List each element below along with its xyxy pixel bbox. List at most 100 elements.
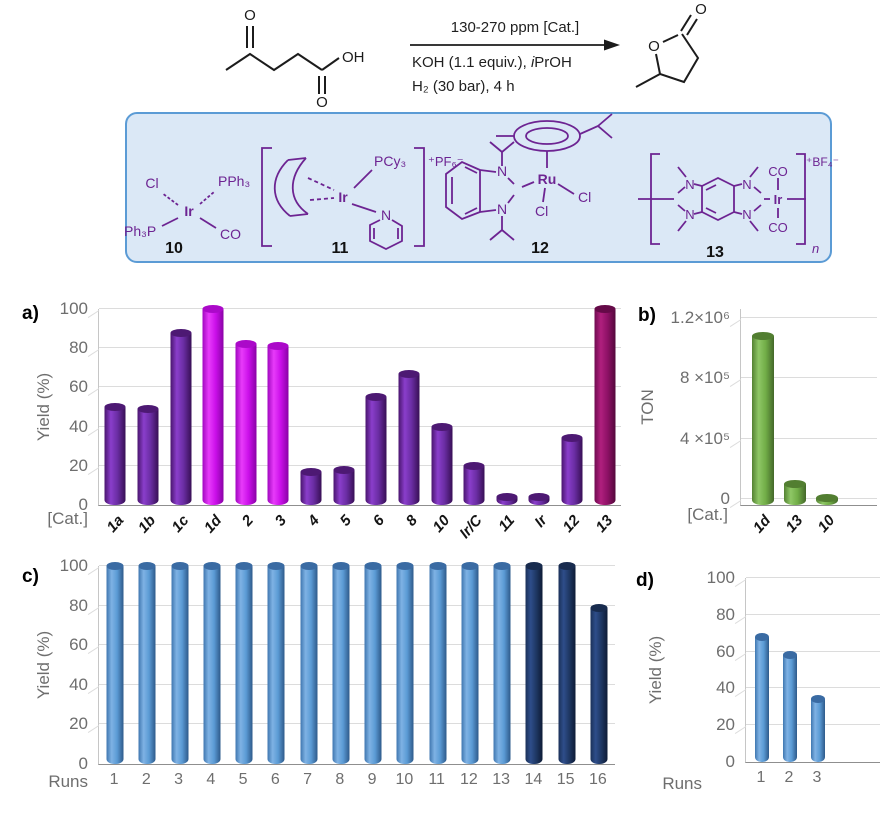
bar <box>461 562 479 764</box>
bar <box>333 466 355 505</box>
x-tick-label: 9 <box>367 771 377 788</box>
bars-group <box>99 305 621 505</box>
bar-slot <box>523 309 556 505</box>
panel-label: b) <box>638 305 656 326</box>
catalyst-12-structure: Ru Cl Cl N N <box>445 113 613 241</box>
x-tick-slot: 1d <box>746 505 778 565</box>
y-tick-label: 100 <box>59 556 88 575</box>
bar <box>138 562 156 764</box>
bars-group <box>747 309 843 505</box>
bar-cap <box>558 562 576 570</box>
bar-slot <box>486 562 518 764</box>
bar-slot <box>747 309 779 505</box>
bar <box>396 562 414 764</box>
bar <box>267 562 285 764</box>
bar <box>300 562 318 764</box>
bar-slot <box>197 305 230 505</box>
atom-label: N <box>685 207 694 222</box>
x-tick-label: 10 <box>429 512 454 536</box>
y-tick-label: 0 <box>720 488 730 508</box>
bar-slot <box>491 309 524 505</box>
bar-slot <box>389 562 421 764</box>
bar-slot <box>327 309 360 505</box>
x-tick-label: 1 <box>756 769 766 786</box>
bar-cap <box>106 562 124 570</box>
x-tick-label: 10 <box>395 771 414 788</box>
catalyst-box <box>125 112 832 263</box>
polymer-repeat-label: n <box>812 241 819 256</box>
x-tick-label: 14 <box>524 771 543 788</box>
plot-area <box>740 309 877 506</box>
atom-label: Ir <box>774 192 783 207</box>
y-tick-label: 60 <box>716 641 735 661</box>
bar <box>558 562 576 764</box>
x-tick-label: 5 <box>337 512 356 530</box>
y-axis-title: TON <box>638 389 657 425</box>
x-tick-label: 12 <box>459 771 478 788</box>
x-axis-title: Runs <box>662 774 702 793</box>
x-tick-label: 5 <box>238 771 248 788</box>
x-tick-slot: 10 <box>810 505 842 565</box>
bar-slot <box>295 309 328 505</box>
bar-slot <box>458 309 491 505</box>
counterion-label: ⁺BF₄⁻ <box>806 155 839 169</box>
bar-cap <box>300 468 322 476</box>
atom-label: CO <box>768 164 788 179</box>
bar <box>463 462 485 505</box>
bar <box>431 423 453 505</box>
x-tick-label: Ir <box>531 512 552 531</box>
plot-area <box>98 305 621 506</box>
atom-label: O <box>648 38 660 55</box>
x-tick-label: 2 <box>784 769 794 786</box>
y-tick-label: 20 <box>69 455 88 475</box>
atom-label: Ir <box>184 203 194 219</box>
gridline <box>746 650 880 652</box>
y-tick-label: 20 <box>69 714 88 734</box>
x-tick-slot: 6 <box>259 764 291 798</box>
x-tick-label: 2 <box>141 771 151 788</box>
gridline <box>99 604 615 606</box>
bar <box>332 562 350 764</box>
x-tick-slot: 16 <box>582 764 614 798</box>
atom-label: N <box>497 163 507 179</box>
bar-cap <box>398 370 420 378</box>
conditions-above-arrow: 130-270 ppm [Cat.] <box>450 19 580 36</box>
bar-cap <box>493 562 511 570</box>
chart-b-ton-vs-catalyst: b) TON 0 4 ×10⁵ 8 ×10⁵ 1.2×10⁶ 1d 13 10 [Cat.] <box>630 297 890 595</box>
catalyst-11-structure: Ir PCy₃ N ⁺PF₆⁻ <box>261 147 464 251</box>
x-tick-slot: 4 <box>195 764 227 798</box>
plot-area <box>98 562 615 765</box>
bar-slot <box>260 562 292 764</box>
bar-cap <box>431 423 453 431</box>
x-tick-slot: 2 <box>130 764 162 798</box>
chart-c-yield-vs-runs: c) Yield (%) 0 20 40 60 80 100 1 2 3 4 5 6 7 8 9 10 11 12 13… <box>14 556 628 819</box>
bar <box>203 562 221 764</box>
bar <box>171 562 189 764</box>
bar-cap <box>755 633 769 641</box>
catalyst-10-label: 10 <box>165 240 183 257</box>
atom-label: O <box>244 7 256 24</box>
conditions-line-1-part: PrOH <box>534 54 572 71</box>
x-tick-label: 13 <box>782 512 807 536</box>
atom-label: N <box>381 207 391 223</box>
gridline <box>99 683 615 685</box>
bar-cap <box>171 562 189 570</box>
bar <box>235 340 257 505</box>
catalyst-13-label: 13 <box>706 244 724 261</box>
x-tick-slot: 11 <box>421 764 453 798</box>
gridline <box>741 317 877 319</box>
x-tick-label: 3 <box>271 512 291 530</box>
x-tick-slot: 3 <box>163 764 195 798</box>
y-tick-label: 80 <box>69 338 88 358</box>
panel-label: c) <box>22 566 39 587</box>
x-tick-label: 1d <box>200 512 225 537</box>
plot-area <box>745 577 880 763</box>
bar-cap <box>170 329 192 337</box>
x-tick-label: 1a <box>103 512 127 536</box>
y-tick-label: 1.2×10⁶ <box>670 308 730 328</box>
bar-cap <box>590 604 608 612</box>
y-tick-label: 80 <box>716 604 735 624</box>
bar <box>525 562 543 764</box>
gridline <box>99 425 621 427</box>
